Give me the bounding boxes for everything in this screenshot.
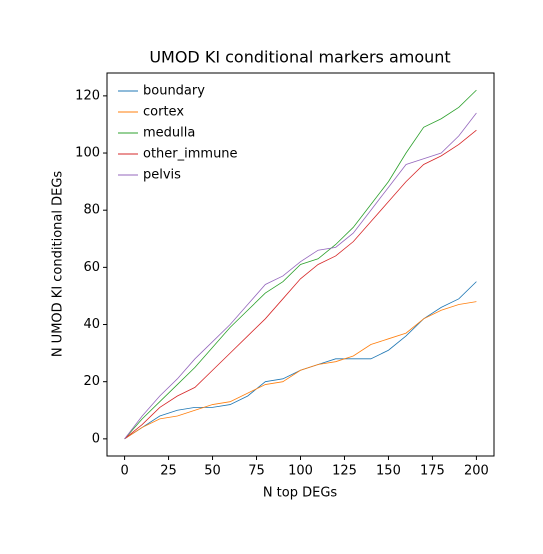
y-axis-label: N UMOD KI conditional DEGs	[51, 171, 66, 358]
x-tick-label: 175	[420, 464, 445, 479]
y-tick-label: 100	[75, 146, 100, 161]
series-line	[124, 129, 477, 440]
x-tick-label: 200	[464, 464, 489, 479]
series-line	[124, 301, 477, 440]
y-tick-label: 0	[92, 431, 100, 446]
x-axis-label: N top DEGs	[263, 486, 338, 501]
x-tick-label: 100	[288, 464, 313, 479]
legend-label: cortex	[143, 105, 184, 120]
legend-label: medulla	[143, 126, 195, 141]
x-tick-label: 125	[332, 464, 357, 479]
y-tick-label: 20	[83, 374, 100, 389]
x-tick-label: 150	[376, 464, 401, 479]
y-tick-label: 60	[83, 260, 100, 275]
legend-label: other_immune	[143, 147, 238, 162]
y-tick-label: 120	[75, 88, 100, 103]
x-tick-label: 0	[120, 464, 128, 479]
chart-title: UMOD KI conditional markers amount	[149, 48, 450, 67]
legend-label: boundary	[143, 84, 205, 99]
x-tick-label: 50	[204, 464, 221, 479]
plot-frame	[106, 72, 495, 457]
x-tick-label: 75	[248, 464, 265, 479]
legend-label: pelvis	[143, 168, 181, 183]
y-tick-label: 40	[83, 317, 100, 332]
series-line	[124, 89, 477, 440]
y-tick-label: 80	[83, 203, 100, 218]
series-line	[124, 281, 477, 440]
x-tick-label: 25	[160, 464, 177, 479]
series-line	[124, 112, 477, 440]
